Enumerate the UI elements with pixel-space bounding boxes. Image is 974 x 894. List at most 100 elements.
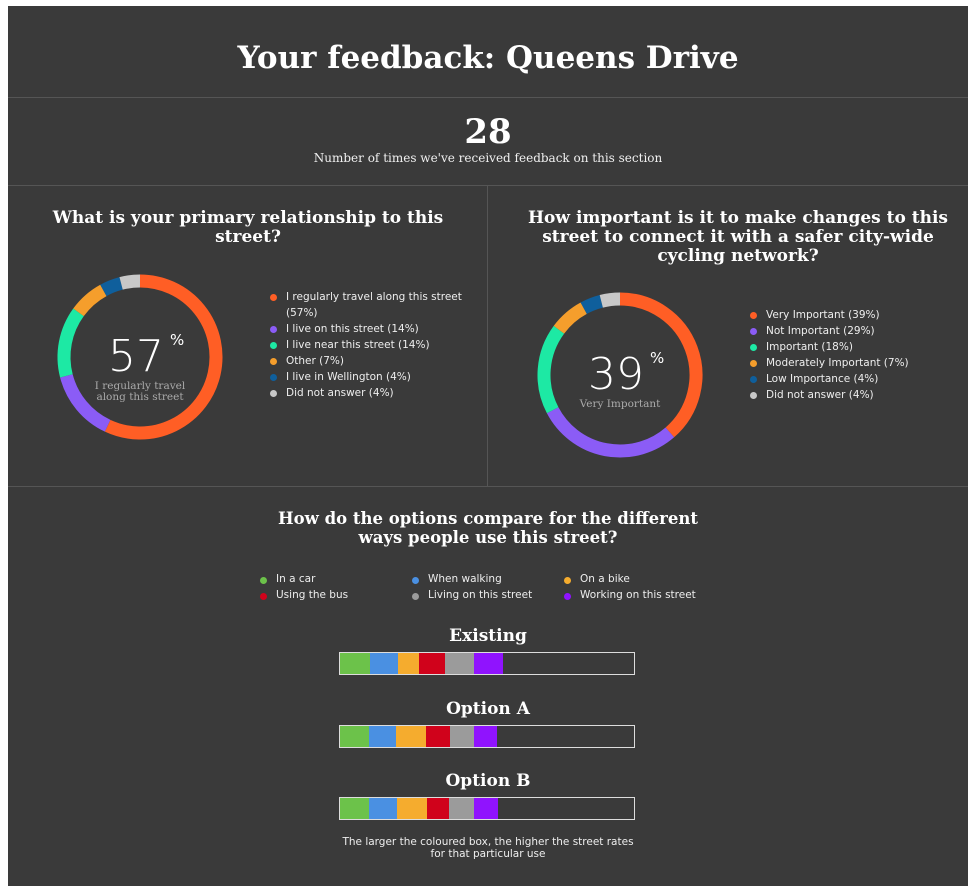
legend-label: I live near this street (14%): [286, 339, 430, 351]
option-bar: [339, 725, 635, 748]
bar-segment: [396, 798, 428, 819]
legend-swatch: [564, 577, 571, 584]
feedback-count-caption: Number of times we've received feedback …: [313, 151, 663, 165]
donut-slice: [73, 284, 107, 317]
q3-title: How do the options compare for the diffe…: [8, 509, 968, 547]
bar-segment: [427, 798, 450, 819]
legend-item: I live in Wellington (4%): [270, 369, 470, 385]
bar-segment: [368, 798, 397, 819]
option-bar: [339, 797, 635, 820]
legend-item: I live near this street (14%): [270, 337, 470, 353]
q3-title-text: How do the options compare for the diffe…: [278, 509, 698, 547]
bar-segment: [395, 726, 427, 747]
legend-label: Other (7%): [286, 355, 345, 367]
legend-swatch: [750, 312, 757, 319]
legend-label: Moderately Important (7%): [766, 357, 909, 369]
legend-label: Working on this street: [580, 589, 696, 601]
legend-swatch: [750, 344, 757, 351]
donut-slice: [60, 374, 111, 432]
legend-label: Did not answer (4%): [286, 387, 394, 399]
donut-slice: [537, 325, 565, 414]
legend-item: Low Importance (4%): [750, 371, 960, 387]
legend-item: Using the bus: [260, 589, 348, 601]
bar-segment: [419, 653, 446, 674]
feedback-count: 28: [464, 112, 512, 152]
bar-segment: [426, 726, 451, 747]
legend-item: When walking: [412, 573, 502, 585]
legend-label: Not Important (29%): [766, 325, 875, 337]
legend-item: Other (7%): [270, 353, 470, 369]
page-title: Your feedback: Queens Drive: [237, 40, 739, 76]
legend-label: Living on this street: [428, 589, 533, 601]
footnote: The larger the coloured box, the higher …: [342, 836, 634, 860]
legend-label: Very Important (39%): [766, 309, 880, 321]
legend-label: Important (18%): [766, 341, 853, 353]
donut-slice: [119, 274, 141, 290]
legend-label: I regularly travel along this street (57…: [286, 291, 462, 319]
legend-swatch: [270, 294, 277, 301]
legend-item: I regularly travel along this street (57…: [270, 289, 470, 321]
donut-slice: [553, 302, 588, 334]
bar-segment: [474, 653, 503, 674]
donut-center-label: along this street: [96, 391, 184, 403]
legend-label: Did not answer (4%): [766, 389, 874, 401]
feedback-panel: Your feedback: Queens Drive 28 Number of…: [8, 6, 968, 886]
donut-slice: [57, 308, 84, 378]
divider-vertical: [487, 186, 488, 486]
legend-label: I live in Wellington (4%): [286, 371, 411, 383]
bar-segment: [369, 653, 398, 674]
option-bar: [339, 652, 635, 675]
legend-swatch: [750, 392, 757, 399]
legend-label: In a car: [276, 573, 316, 585]
divider: [8, 185, 968, 186]
legend-swatch: [750, 360, 757, 367]
legend-swatch: [270, 358, 277, 365]
bar-segment: [474, 726, 497, 747]
donut-center-value: 39: [588, 349, 644, 400]
legend-swatch: [270, 390, 277, 397]
donut-center-unit: %: [650, 349, 664, 367]
donut-slice: [100, 277, 123, 297]
legend-swatch: [260, 577, 267, 584]
bar-segment: [340, 653, 370, 674]
donut-slice: [599, 292, 621, 308]
divider: [8, 97, 968, 98]
donut-slice: [580, 295, 604, 315]
legend-item: Moderately Important (7%): [750, 355, 960, 371]
legend-item: Very Important (39%): [750, 307, 960, 323]
donut-center-label: Very Important: [579, 398, 662, 410]
bar-segment: [474, 798, 498, 819]
bar-segment: [445, 653, 475, 674]
legend-item: Living on this street: [412, 589, 532, 601]
bar-segment: [340, 726, 369, 747]
option-label: Option B: [445, 771, 531, 791]
legend-swatch: [260, 593, 267, 600]
legend-label: On a bike: [580, 573, 630, 585]
legend-label: When walking: [428, 573, 502, 585]
donut-slice: [104, 274, 223, 440]
donut-center-unit: %: [170, 331, 184, 349]
donut-center-label: I regularly travel: [95, 380, 186, 392]
bar-segment: [449, 798, 475, 819]
q2-donut-chart: 39 % Very Important: [537, 292, 703, 458]
divider: [8, 486, 968, 487]
legend-item: I live on this street (14%): [270, 321, 470, 337]
legend-swatch: [270, 374, 277, 381]
bar-segment: [397, 653, 420, 674]
bar-segment: [450, 726, 475, 747]
legend-item: Did not answer (4%): [270, 385, 470, 401]
donut-slice: [619, 292, 703, 438]
legend-item: On a bike: [564, 573, 630, 585]
q2-legend: Very Important (39%) Not Important (29%) I…: [750, 307, 960, 403]
option-label: Option A: [446, 699, 530, 719]
legend-label: Low Importance (4%): [766, 373, 879, 385]
legend-item: Not Important (29%): [750, 323, 960, 339]
legend-swatch: [750, 376, 757, 383]
donut-center-value: 57: [108, 331, 164, 382]
bar-segment: [340, 798, 369, 819]
q1-title: What is your primary relationship to thi…: [52, 208, 444, 247]
legend-item: Did not answer (4%): [750, 387, 960, 403]
legend-item: Working on this street: [564, 589, 696, 601]
legend-swatch: [564, 593, 571, 600]
